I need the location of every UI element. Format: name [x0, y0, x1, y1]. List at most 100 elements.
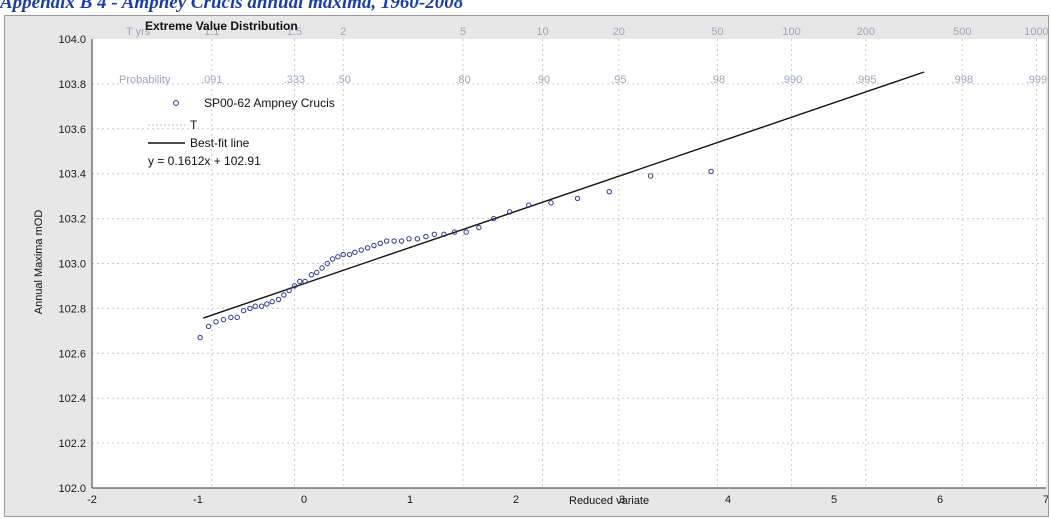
- data-point: [197, 334, 203, 341]
- return-period-tick-label: 100: [782, 26, 800, 38]
- data-point: [314, 269, 320, 276]
- data-point: [258, 303, 265, 309]
- legend-marker-observed: [173, 100, 179, 106]
- data-point: [491, 215, 497, 222]
- probability-tick-label: .091: [201, 74, 222, 86]
- probability-tick-label: .990: [781, 74, 802, 86]
- data-point: [220, 316, 227, 323]
- legend-label-best-fit: Best-fit line: [190, 136, 250, 150]
- data-point: [398, 238, 405, 244]
- x-axis-title: Reduced variate: [569, 495, 649, 507]
- return-period-tick-label: 50: [711, 26, 723, 38]
- observed-series: [197, 168, 714, 341]
- data-point: [548, 200, 554, 206]
- return-period-tick-label: 5: [460, 26, 466, 38]
- y-tick-label: 102.0: [58, 483, 86, 495]
- data-point: [383, 238, 390, 244]
- x-tick-label: 6: [937, 494, 943, 506]
- probability-label: Probability: [119, 74, 171, 86]
- data-point: [329, 256, 336, 262]
- data-point: [234, 314, 240, 321]
- extreme-value-chart: 102.0 102.2 102.4 102.6 102.8 103.0 103.2 103.4…: [33, 19, 1048, 507]
- data-point: [364, 245, 371, 251]
- fit-equation: y = 0.1612x + 102.91: [148, 154, 261, 168]
- x-tick-label: 2: [513, 494, 519, 506]
- x-tick-label: 4: [725, 494, 731, 506]
- x-tick-labels: -2 -1 0 1 2 3 4 5 6 7: [87, 494, 1048, 506]
- y-tick-labels: 102.0 102.2 102.4 102.6 102.8 103.0 103.2 103.4…: [58, 34, 86, 495]
- data-point: [252, 303, 258, 309]
- return-period-tick-label: 1000: [1024, 26, 1048, 38]
- data-point: [281, 292, 287, 298]
- data-point: [352, 249, 358, 255]
- x-tick-label: 7: [1043, 494, 1048, 506]
- data-point: [275, 296, 282, 303]
- probability-tick-label: .998: [952, 74, 973, 86]
- data-point: [335, 254, 341, 260]
- data-point: [346, 251, 353, 258]
- data-point: [371, 242, 377, 249]
- data-point: [308, 272, 315, 278]
- best-fit-line: [203, 71, 925, 319]
- best-fit-series: [203, 71, 925, 319]
- data-point: [506, 209, 513, 215]
- data-point: [247, 305, 253, 312]
- return-period-tick-label: 500: [953, 26, 971, 38]
- data-point: [476, 224, 482, 231]
- data-point: [340, 251, 346, 258]
- data-point: [647, 173, 654, 179]
- data-point: [264, 301, 270, 307]
- chart-panel: 102.0 102.2 102.4 102.6 102.8 103.0 103.2 103.4…: [4, 15, 1049, 517]
- x-tick-label: 5: [831, 494, 837, 506]
- data-point: [377, 240, 384, 246]
- x-tick-label: 1: [407, 494, 413, 506]
- probability-tick-label: .995: [855, 74, 876, 86]
- data-point: [431, 231, 438, 238]
- y-axis-title: Annual Maxima mOD: [33, 210, 45, 315]
- data-point: [324, 260, 331, 267]
- grid-lines: [92, 39, 1046, 488]
- probability-tick-label: .90: [535, 74, 550, 86]
- data-point: [423, 233, 429, 240]
- y-tick-label: 102.6: [58, 348, 86, 360]
- data-point: [302, 278, 308, 285]
- probability-tick-label: .333: [284, 74, 305, 86]
- data-point: [358, 247, 364, 253]
- y-tick-label: 103.8: [58, 79, 86, 91]
- y-tick-label: 102.4: [58, 393, 86, 405]
- y-tick-label: 103.4: [58, 169, 86, 181]
- probability-tick-label: .999: [1026, 74, 1047, 86]
- axes: [91, 39, 1046, 489]
- data-point: [708, 168, 714, 175]
- y-tick-label: 104.0: [58, 34, 86, 46]
- data-point: [319, 265, 325, 271]
- probability-tick-label: .98: [710, 74, 725, 86]
- x-tick-label: -1: [193, 494, 203, 506]
- data-point: [451, 229, 458, 235]
- data-point: [391, 238, 397, 244]
- legend-label-t: T: [190, 118, 198, 132]
- data-point: [441, 231, 447, 238]
- y-tick-label: 103.2: [58, 214, 86, 226]
- data-point: [291, 283, 298, 289]
- return-period-tick-label: 10: [536, 26, 548, 38]
- return-period-tick-label: 200: [857, 26, 875, 38]
- probability-tick-label: .50: [336, 74, 351, 86]
- data-point: [205, 323, 212, 330]
- data-point: [574, 195, 581, 202]
- y-tick-label: 103.6: [58, 124, 86, 136]
- probability-tick-label: .80: [455, 74, 470, 86]
- return-period-tick-label: 2: [340, 26, 346, 38]
- x-tick-label: 3: [619, 494, 625, 506]
- return-period-axis: T yrs Probability 1.1 1.5 2 5 10 20 50 100 200 50…: [119, 26, 1048, 86]
- data-point: [228, 314, 234, 321]
- legend: SP00-62 Ampney Crucis T Best-fit line y …: [148, 96, 335, 168]
- data-point: [240, 307, 247, 314]
- data-point: [606, 188, 612, 195]
- data-point: [414, 236, 421, 242]
- y-tick-label: 102.2: [58, 438, 86, 450]
- data-point: [213, 319, 219, 325]
- y-tick-label: 102.8: [58, 303, 86, 315]
- probability-tick-label: .95: [611, 74, 626, 86]
- data-point: [297, 278, 303, 285]
